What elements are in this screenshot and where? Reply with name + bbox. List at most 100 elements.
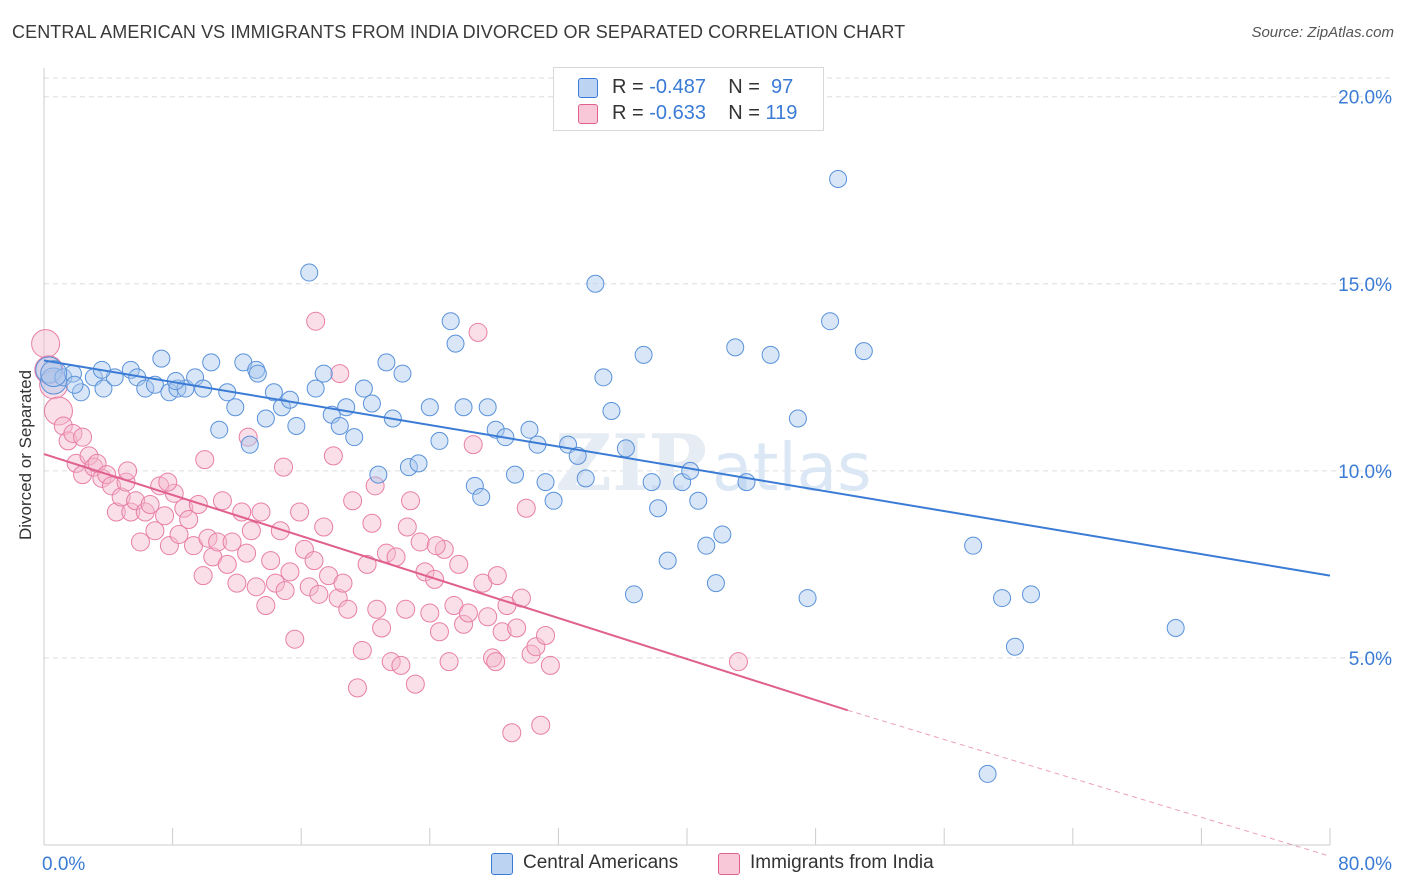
blue-point — [634, 345, 653, 364]
pink-point — [454, 614, 474, 634]
pink-point — [159, 536, 179, 556]
blue-point — [430, 431, 449, 450]
blue-point — [544, 491, 563, 510]
blue-point — [1022, 585, 1041, 604]
blue-point — [94, 379, 113, 398]
pink-point — [439, 652, 459, 672]
y-tick-label: 20.0% — [1338, 88, 1392, 109]
pink-point — [478, 607, 498, 627]
tick-labels: 5.0% 10.0% 15.0% 20.0% 0.0% 80.0% — [42, 88, 1392, 875]
pink-point — [728, 652, 748, 672]
pink-point — [507, 618, 527, 638]
pink-point — [261, 551, 281, 571]
blue-point — [420, 398, 439, 417]
blue-point — [798, 589, 817, 608]
blue-point — [706, 574, 725, 593]
pink-point — [280, 562, 300, 582]
blue-point — [576, 469, 595, 488]
pink-point — [531, 715, 551, 735]
pink-point — [290, 502, 310, 522]
pink-point — [169, 524, 189, 544]
blue-point — [354, 379, 373, 398]
pink-point — [275, 581, 295, 601]
blue-point — [71, 383, 90, 402]
pink-point — [53, 416, 73, 436]
pink-point — [270, 521, 290, 541]
pink-point — [145, 521, 165, 541]
pink-point — [198, 528, 218, 548]
pink-point — [391, 655, 411, 675]
blue-point — [226, 398, 245, 417]
blue-point — [409, 454, 428, 473]
y-tick-label: 10.0% — [1338, 462, 1392, 483]
pink-point — [365, 476, 385, 496]
legend-swatch-blue — [491, 853, 513, 875]
chart-title: CENTRAL AMERICAN VS IMMIGRANTS FROM INDI… — [12, 22, 906, 42]
blue-point — [40, 360, 68, 388]
pink-point — [357, 554, 377, 574]
pink-point — [396, 599, 416, 619]
y-tick-label: 15.0% — [1338, 275, 1392, 296]
blue-point — [1166, 618, 1185, 637]
pink-point — [79, 446, 99, 466]
blue-point — [399, 458, 418, 477]
pink-point — [63, 423, 83, 443]
blue-point — [465, 476, 484, 495]
blue-point — [624, 585, 643, 604]
pink-point — [420, 603, 440, 623]
blue-point — [520, 420, 539, 439]
pink-point — [237, 543, 257, 563]
y-tick-label: 5.0% — [1349, 649, 1392, 670]
blue-point — [446, 334, 465, 353]
pink-point — [208, 532, 228, 552]
blue-point — [689, 491, 708, 510]
pink-point — [536, 625, 556, 645]
legend-r-value: -0.487 — [649, 76, 706, 98]
pink-point — [121, 502, 141, 522]
blue-point — [54, 368, 73, 387]
blue-point — [642, 473, 661, 492]
pink-point — [526, 637, 546, 657]
blue-point — [829, 170, 848, 189]
legend-n-label: N = — [728, 102, 766, 124]
pink-point — [241, 521, 261, 541]
pink-point — [343, 491, 363, 511]
blue-point — [152, 349, 171, 368]
pink-point — [299, 577, 319, 597]
blue-points — [35, 170, 1185, 783]
trend-lines — [43, 359, 1331, 857]
pink-point — [372, 618, 392, 638]
blue-point — [314, 364, 333, 383]
pink-point — [328, 588, 348, 608]
pink-point — [429, 622, 449, 642]
blue-point — [602, 401, 621, 420]
pink-point — [397, 517, 417, 537]
legend-r-label: R = — [612, 76, 650, 98]
pink-points — [31, 311, 748, 743]
blue-point — [821, 312, 840, 331]
blue-point — [854, 342, 873, 361]
pink-point — [140, 495, 160, 515]
blue-point — [65, 375, 84, 394]
pink-point — [246, 577, 266, 597]
pink-point — [458, 603, 478, 623]
pink-point — [486, 652, 506, 672]
pink-point — [195, 450, 215, 470]
blue-point — [240, 435, 259, 454]
blue-point — [978, 764, 997, 783]
pink-point — [212, 491, 232, 511]
blue-point — [568, 446, 587, 465]
blue-point — [377, 353, 396, 372]
pink-point — [426, 536, 446, 556]
pink-point — [401, 491, 421, 511]
pink-point — [367, 599, 387, 619]
pink-point — [309, 584, 329, 604]
blue-point — [658, 551, 677, 570]
blue-point — [505, 465, 524, 484]
pink-point — [73, 427, 93, 447]
blue-point — [264, 383, 283, 402]
blue-point — [1005, 637, 1024, 656]
pink-trend-line — [43, 453, 849, 712]
blue-point — [964, 536, 983, 555]
pink-point — [304, 551, 324, 571]
